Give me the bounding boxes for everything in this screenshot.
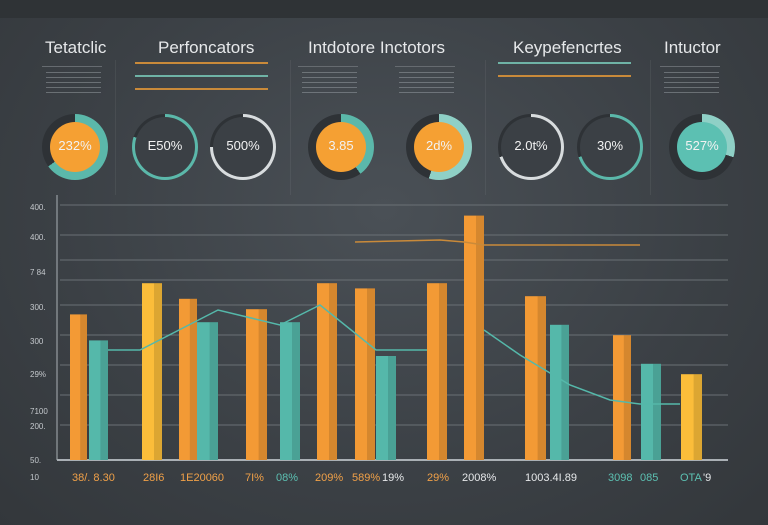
- x-tick-label: 085: [640, 472, 659, 484]
- y-tick-label: 300.: [30, 303, 46, 312]
- donut-label: 232%: [58, 138, 92, 153]
- x-tick-label: 2008%: [462, 472, 497, 484]
- x-tick-label: 19%: [382, 472, 405, 484]
- bar-teal: [550, 324, 569, 460]
- x-tick-label: 589%: [352, 472, 381, 484]
- bar-orange: [427, 283, 447, 460]
- bar-chart: [56, 195, 728, 461]
- trend-line-teal-2: [483, 329, 680, 405]
- bar-orange: [179, 298, 197, 460]
- donut-gauge: E50%: [132, 114, 198, 180]
- bar-orange: [525, 296, 546, 460]
- x-tick-label: 3098: [608, 472, 633, 484]
- bar-yellow: [142, 283, 162, 460]
- bar-teal: [376, 356, 396, 460]
- donut-label: 3.85: [328, 138, 354, 153]
- bar-shade: [209, 322, 218, 460]
- bar-shade: [653, 363, 661, 460]
- bar-yellow: [681, 374, 702, 460]
- bar-shade: [388, 356, 396, 460]
- donut-gauge: 30%: [577, 114, 643, 180]
- trend-line-teal: [108, 304, 427, 351]
- x-tick-label: 209%: [315, 472, 344, 484]
- panel-title: Intuctor: [664, 38, 721, 57]
- donut-gauge: 2d%: [406, 114, 472, 180]
- panel-title: Tetatclic: [45, 38, 107, 57]
- bar-shade: [561, 324, 569, 460]
- x-tick-label: OTA: [680, 472, 702, 484]
- panel-title: Perfoncators: [158, 38, 255, 57]
- bar-teal: [641, 363, 661, 460]
- bar-shade: [623, 335, 631, 460]
- donut-label: 500%: [226, 138, 260, 153]
- bar-orange: [464, 215, 484, 460]
- bar-shade: [100, 340, 108, 460]
- x-tick-label: '9: [703, 472, 712, 484]
- x-tick-label: 29%: [427, 472, 450, 484]
- y-tick-label: 200.: [30, 422, 46, 431]
- bar-orange: [317, 283, 337, 460]
- x-tick-label: 1003.4I.89: [525, 472, 577, 484]
- bar-shade: [537, 296, 546, 460]
- x-tick-label: 08%: [276, 472, 299, 484]
- y-tick-label: 7100: [30, 407, 48, 416]
- bar-orange: [246, 309, 267, 460]
- y-tick-label: 400.: [30, 203, 46, 212]
- trend-line-orange: [354, 239, 640, 246]
- y-tick-label: 7 84: [30, 268, 46, 277]
- donut-label: 30%: [596, 138, 624, 153]
- panel-title: Keypefencrtes: [513, 38, 622, 57]
- bar-shade: [189, 298, 197, 460]
- y-tick-label: 400.: [30, 233, 46, 242]
- bar-shade: [154, 283, 162, 460]
- y-tick-label: 10: [30, 473, 39, 482]
- donut-gauge: 232%: [42, 114, 108, 180]
- bar-shade: [292, 322, 300, 460]
- bar-shade: [258, 309, 267, 460]
- bar-shade: [476, 215, 484, 460]
- donut-label: 2d%: [425, 138, 453, 153]
- donut-gauge: 2.0t%: [498, 114, 564, 180]
- bar-orange: [613, 335, 631, 460]
- x-tick-label: 1E20060: [180, 472, 225, 484]
- donut-label: 527%: [685, 138, 719, 153]
- bar-teal: [280, 322, 300, 460]
- bar-orange: [70, 314, 87, 460]
- x-tick-label: 28I6: [143, 472, 165, 484]
- top-bar: [0, 0, 768, 18]
- bar-teal: [197, 322, 218, 460]
- panel-title: Intdotore Inctotors: [308, 38, 446, 57]
- bar-shade: [367, 288, 375, 460]
- donut-label: E50%: [147, 138, 183, 153]
- x-tick-label: 7I%: [245, 472, 264, 484]
- donut-gauge: 527%: [669, 114, 735, 180]
- y-tick-label: 50.: [30, 456, 42, 465]
- bar-shade: [693, 374, 702, 460]
- y-tick-label: 300: [30, 337, 44, 346]
- donut-gauge: 500%: [210, 114, 276, 180]
- donut-gauge: 3.85: [308, 114, 374, 180]
- bar-orange: [355, 288, 375, 460]
- bar-shade: [329, 283, 337, 460]
- y-tick-label: 29%: [30, 370, 47, 379]
- bar-teal: [89, 340, 108, 460]
- bar-shade: [80, 314, 87, 460]
- bar-shade: [439, 283, 447, 460]
- donut-label: 2.0t%: [514, 138, 548, 153]
- x-tick-label: 38/. 8.30: [72, 472, 115, 484]
